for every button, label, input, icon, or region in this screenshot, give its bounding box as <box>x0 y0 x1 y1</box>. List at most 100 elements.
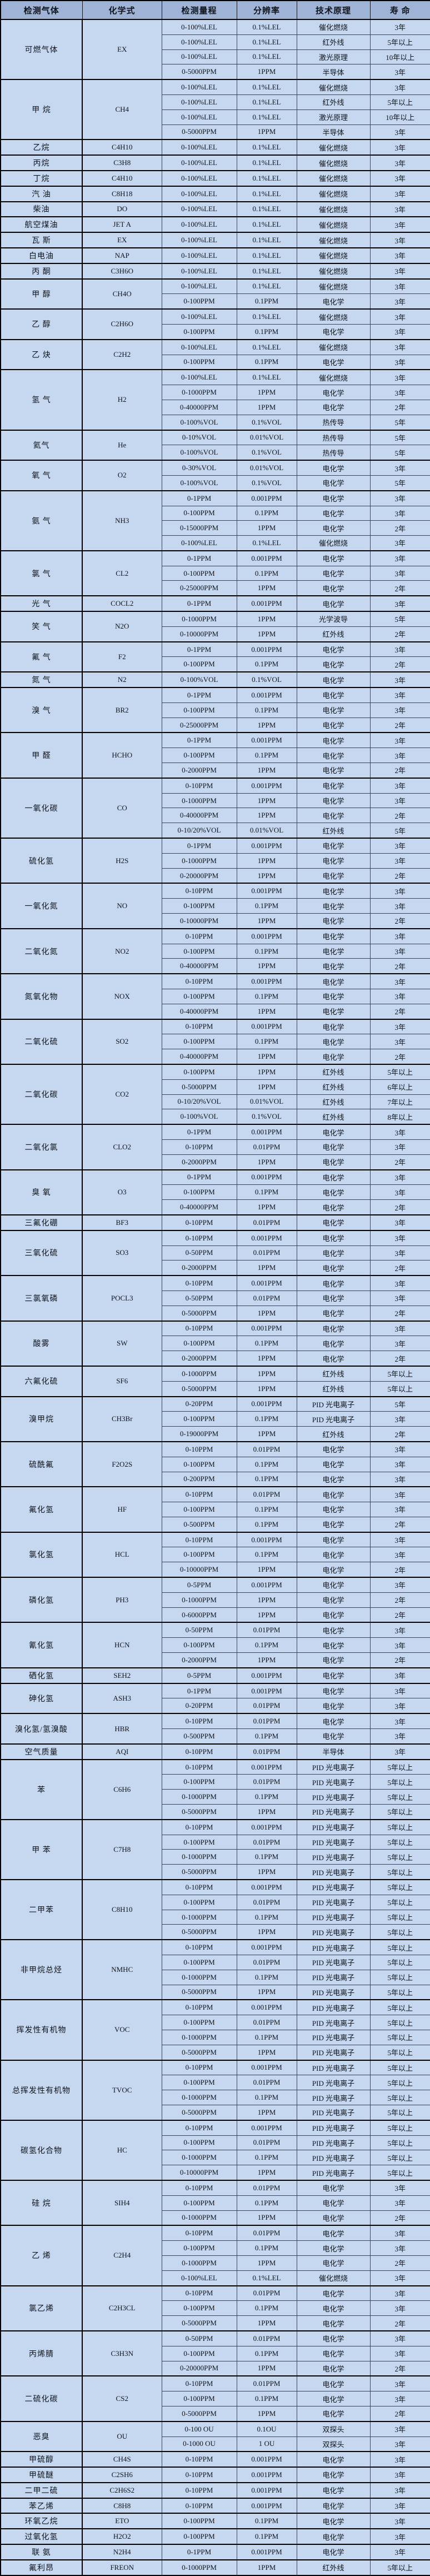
gas-name-cell: 二甲苯 <box>0 1879 83 1940</box>
principle-cell: 电化学 <box>296 1592 371 1608</box>
gas-name-cell: 甲硫醚 <box>0 2467 83 2483</box>
lifespan-cell: 5年以上 <box>369 1984 430 2000</box>
lifespan-cell: 3年 <box>369 2225 430 2241</box>
resolution-cell: 0.1PPM <box>236 943 297 959</box>
range-cell: 0-1PPM <box>161 1682 237 1699</box>
range-cell: 0-5000PPM <box>161 2044 237 2061</box>
range-cell: 0-20000PPM <box>161 2360 237 2376</box>
resolution-cell: 0.01PPM <box>236 2375 297 2392</box>
principle-cell: 电化学 <box>296 2467 371 2483</box>
table-row: 氧 气 O2 0-30%VOL 0.01%VOL 电化学 3年 <box>0 460 430 491</box>
principle-cell: 催化燃烧 <box>296 278 371 295</box>
gas-name-cell: 乙 醇 <box>0 308 83 340</box>
principle-cell: 电化学 <box>296 2195 371 2211</box>
range-cell: 0-19000PPM <box>161 1426 237 1442</box>
lifespan-cell: 5年 <box>369 429 430 446</box>
table-row: 丙烯腈 C3H3N 0-50PPM 0.01PPM 电化学 3年 <box>0 2330 430 2376</box>
resolution-cell: 0.1PPM <box>236 1336 297 1352</box>
table-row: 甲硫醇 CH4S 0-10PPM 0.001PPM 电化学 3年 <box>0 2451 430 2468</box>
lifespan-cell: 2年 <box>369 2315 430 2331</box>
table-row: 0-6000PPM 1PPM 电化学 2年 <box>1 1607 430 1623</box>
table-row: 0-50PPM 0.01PPM 电化学 3年 <box>1 1290 430 1306</box>
table-row: 甲 醛 HCHO 0-1PPM 0.001PPM 电化学 3年 <box>0 732 430 779</box>
lifespan-cell: 3年 <box>369 702 430 718</box>
resolution-cell: 0.1PPM <box>236 1849 297 1865</box>
resolution-cell: 0.1%LEL <box>236 94 297 110</box>
table-row: 0-100PPM 0.1PPM 电化学 3年 <box>1 1336 430 1352</box>
resolution-cell: 0.001PPM <box>236 1682 297 1699</box>
resolution-cell: 1PPM <box>236 1003 297 1020</box>
formula-cell: CL2 <box>82 550 162 596</box>
range-cell: 0-100%LEL <box>161 232 237 248</box>
resolution-cell: 0.1%LEL <box>236 338 297 355</box>
range-cell: 0-100PPM <box>161 1834 237 1850</box>
gas-name-cell: 过氧化氢 <box>0 2528 83 2545</box>
resolution-cell: 0.1%VOL <box>236 445 297 461</box>
principle-cell: 电化学 <box>296 913 371 929</box>
range-cell: 0-5000PPM <box>161 2405 237 2422</box>
range-cell: 0-2000PPM <box>161 1652 237 1668</box>
range-cell: 0-100PPM <box>161 1547 237 1563</box>
principle-cell: 电化学 <box>296 808 371 824</box>
resolution-cell: 1PPM <box>236 64 297 80</box>
resolution-cell: 1PPM <box>236 1984 297 2000</box>
formula-cell: FREON <box>82 2559 162 2576</box>
resolution-cell: 1PPM <box>236 520 297 536</box>
table-row: 0-100%VOL 0.1%VOL 电化学 5年 <box>1 475 430 491</box>
principle-cell: 电化学 <box>296 2513 371 2529</box>
table-row: 0-2000PPM 1PPM 电化学 2年 <box>1 763 430 779</box>
resolution-cell: 0.1PPM <box>236 1547 297 1563</box>
principle-cell: 电化学 <box>296 1184 371 1200</box>
lifespan-cell: 3年 <box>369 853 430 869</box>
table-row: 笑 气 N2O 0-1000PPM 1PPM 光学波导 5年 <box>0 611 430 642</box>
lifespan-cell: 3年 <box>369 1728 430 1745</box>
principle-cell: 电化学 <box>296 898 371 914</box>
lifespan-cell: 5年以上 <box>369 2059 430 2076</box>
lifespan-cell: 3年 <box>369 1320 430 1337</box>
resolution-cell: 0.001PPM <box>236 1577 297 1593</box>
principle-cell: PID 光电离子 <box>296 2119 371 2136</box>
range-cell: 0-100PPM <box>161 943 237 959</box>
lifespan-cell: 2年 <box>369 1516 430 1533</box>
table-row: 柴油 DO 0-100%LEL 0.1%LEL 催化燃烧 3年 <box>0 201 430 217</box>
formula-cell: H2O2 <box>82 2528 162 2545</box>
lifespan-cell: 2年 <box>369 1426 430 1442</box>
table-row: 甲硫醚 C2SH6 0-10PPM 0.001PPM 电化学 3年 <box>0 2467 430 2483</box>
lifespan-cell: 6年以上 <box>369 1079 430 1095</box>
table-row: 0-40000PPM 1PPM 电化学 2年 <box>1 808 430 824</box>
table-row: 0-100PPM 0.1PPM 电化学 3年 <box>1 2391 430 2406</box>
resolution-cell: 0.01PPM <box>236 1774 297 1790</box>
range-cell: 0-10PPM <box>161 883 237 899</box>
principle-cell: 半导体 <box>296 64 371 80</box>
principle-cell: 电化学 <box>296 1018 371 1035</box>
formula-cell: CH4S <box>82 2451 162 2468</box>
range-cell: 0-1000PPM <box>161 2255 237 2271</box>
range-cell: 0-1000 OU <box>161 2436 237 2452</box>
formula-cell: CS2 <box>82 2375 162 2422</box>
range-cell: 0-5000PPM <box>161 2104 237 2121</box>
table-row: 0-100PPM 0.1PPM 电化学 3年 <box>1 565 430 581</box>
table-row: 0-100PPM 0.1PPM 电化学 3年 <box>1 2345 430 2361</box>
table-row: 0-100PPM 0.1PPM 电化学 3年 <box>1 323 430 340</box>
principle-cell: 电化学 <box>296 2482 371 2499</box>
resolution-cell: 1PPM <box>236 385 297 400</box>
formula-cell: BF3 <box>82 1214 162 1231</box>
range-cell: 0-50PPM <box>161 1245 237 1261</box>
principle-cell: 电化学 <box>296 1531 371 1548</box>
lifespan-cell: 3年 <box>369 338 430 355</box>
lifespan-cell: 5年以上 <box>369 2075 430 2091</box>
resolution-cell: 0.1PPM <box>236 1184 297 1200</box>
table-row: 0-5000PPM 1PPM 半导体 3年 <box>1 124 430 140</box>
gas-name-cell: 联 氨 <box>0 2544 83 2560</box>
table-row: 0-100PPM 0.1PPM 电化学 3年 <box>1 943 430 959</box>
range-cell: 0-100PPM <box>161 1034 237 1050</box>
range-cell: 0-1PPM <box>161 550 237 566</box>
table-row: 丙烷 C3H8 0-100%LEL 0.1%LEL 催化燃烧 3年 <box>0 155 430 171</box>
principle-cell: 催化燃烧 <box>296 155 371 171</box>
principle-cell: 电化学 <box>296 2300 371 2316</box>
table-row: 0-100PPM 0.1PPM 电化学 3年 <box>1 293 430 310</box>
resolution-cell: 0.01%VOL <box>236 460 297 476</box>
range-cell: 0-100PPM <box>161 1894 237 1910</box>
range-cell: 0-100PPM <box>161 2075 237 2091</box>
range-cell: 0-10PPM <box>161 1486 237 1503</box>
